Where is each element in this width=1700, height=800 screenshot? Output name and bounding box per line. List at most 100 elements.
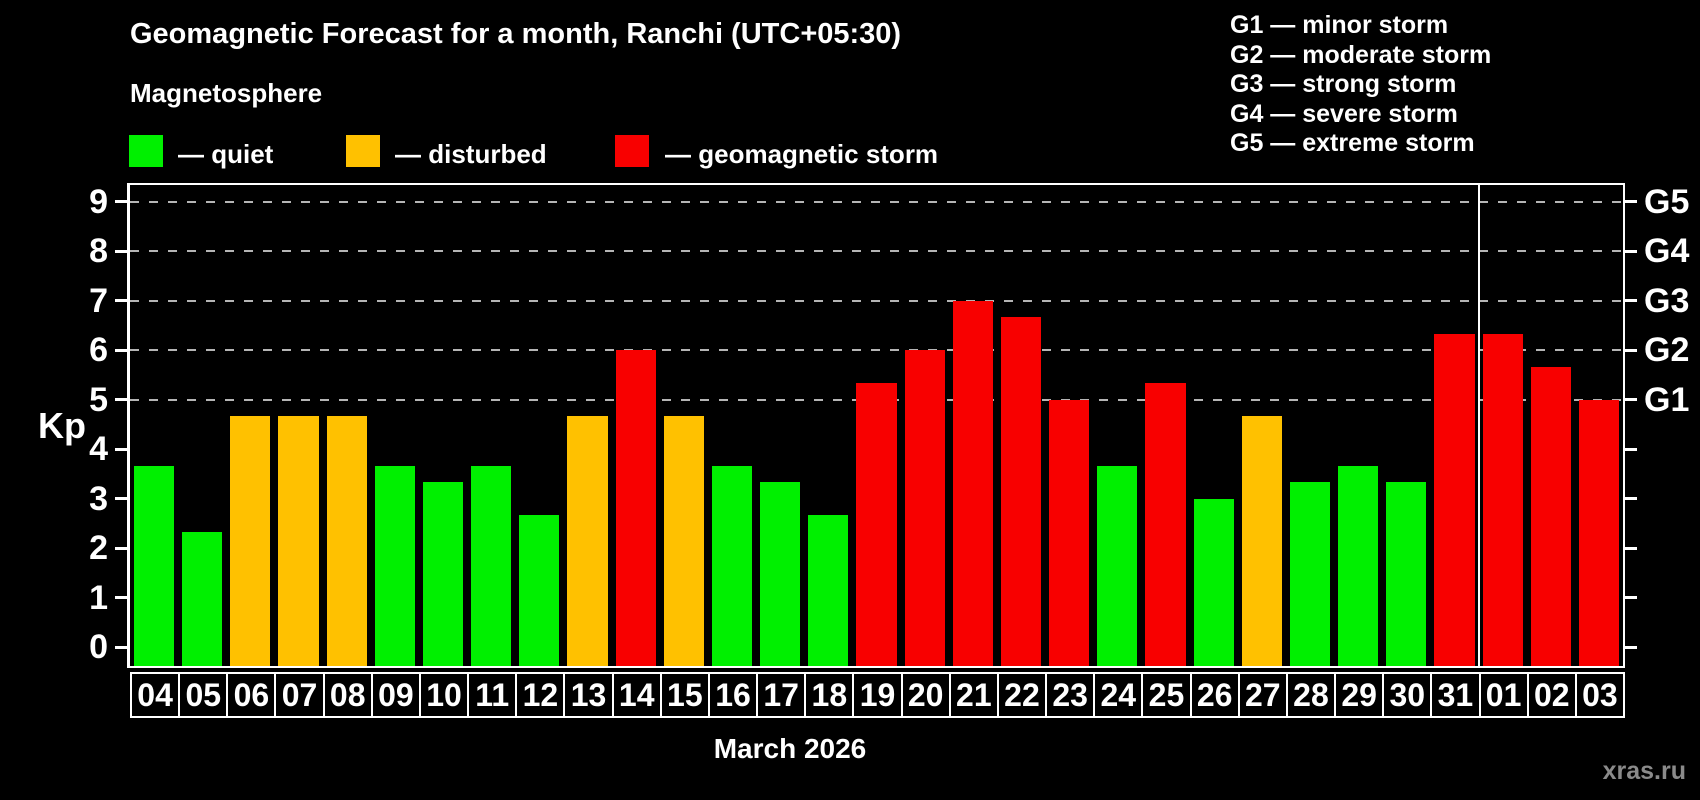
g-legend-line-1: G1 — minor storm — [1230, 11, 1449, 39]
right-tick-7 — [1625, 299, 1637, 303]
date-label-01: 01 — [1478, 672, 1529, 718]
date-label-27: 27 — [1237, 672, 1288, 718]
plot-border-top — [127, 183, 1625, 185]
chart-title: Geomagnetic Forecast for a month, Ranchi… — [130, 18, 902, 50]
bar-day-25 — [1145, 383, 1186, 666]
y-tick-label-1: 1 — [89, 578, 108, 617]
y-tick-label-3: 3 — [89, 479, 108, 518]
date-label-28: 28 — [1285, 672, 1337, 718]
legend-swatch-disturbed — [346, 135, 380, 167]
date-label-19: 19 — [852, 672, 903, 718]
bar-day-14 — [615, 350, 656, 666]
bar-day-07 — [278, 416, 319, 666]
y-tick-label-2: 2 — [89, 529, 108, 568]
date-label-21: 21 — [948, 672, 999, 718]
y-tick-5 — [115, 398, 127, 402]
date-label-10: 10 — [418, 672, 470, 718]
bar-day-30 — [1386, 482, 1427, 666]
date-label-18: 18 — [804, 672, 855, 718]
date-label-09: 09 — [370, 672, 421, 718]
bar-day-13 — [567, 416, 608, 666]
bar-day-27 — [1241, 416, 1282, 666]
bar-day-26 — [1193, 498, 1234, 666]
bar-day-29 — [1338, 465, 1379, 666]
date-label-05: 05 — [178, 672, 229, 718]
g-label-G1: G1 — [1644, 380, 1690, 419]
date-label-24: 24 — [1093, 672, 1144, 718]
bar-day-11 — [471, 465, 512, 666]
bar-day-10 — [422, 482, 464, 666]
right-tick-2 — [1625, 546, 1637, 550]
right-tick-8 — [1625, 249, 1637, 253]
bar-day-19 — [856, 383, 897, 666]
bar-day-28 — [1289, 482, 1331, 666]
date-label-16: 16 — [707, 672, 759, 718]
y-axis-line — [127, 183, 130, 668]
right-tick-0 — [1625, 645, 1637, 649]
right-tick-1 — [1625, 596, 1637, 600]
y-tick-2 — [115, 546, 127, 550]
bar-day-09 — [374, 465, 415, 666]
date-label-29: 29 — [1334, 672, 1385, 718]
date-label-22: 22 — [996, 672, 1048, 718]
y-tick-label-7: 7 — [89, 281, 108, 320]
gridline-kp-7 — [130, 299, 1623, 302]
date-label-02: 02 — [1526, 672, 1577, 718]
date-label-13: 13 — [563, 672, 614, 718]
bar-day-18 — [808, 515, 849, 666]
date-label-31: 31 — [1430, 672, 1481, 718]
date-label-26: 26 — [1189, 672, 1240, 718]
bar-day-15 — [663, 416, 704, 666]
gridline-kp-8 — [130, 250, 1623, 253]
y-tick-3 — [115, 497, 127, 501]
g-scale-legend: G1 — minor storm G2 — moderate storm G3 — … — [1230, 11, 1491, 159]
date-label-30: 30 — [1382, 672, 1433, 718]
y-tick-4 — [115, 447, 127, 451]
date-label-20: 20 — [900, 672, 951, 718]
g-legend-line-4: G4 — severe storm — [1230, 99, 1458, 128]
right-tick-9 — [1625, 200, 1637, 204]
date-label-23: 23 — [1045, 672, 1096, 718]
right-tick-6 — [1625, 348, 1637, 352]
y-tick-7 — [115, 299, 127, 303]
bar-day-03 — [1578, 399, 1619, 666]
y-tick-label-0: 0 — [89, 628, 108, 667]
y-tick-label-8: 8 — [89, 232, 108, 271]
date-label-25: 25 — [1141, 672, 1192, 718]
y-axis-title: Kp — [38, 405, 86, 446]
watermark: xras.ru — [1602, 757, 1686, 785]
date-label-11: 11 — [467, 672, 518, 718]
gridline-kp-6 — [130, 349, 1623, 352]
bar-day-17 — [760, 482, 801, 666]
y-tick-6 — [115, 348, 127, 352]
g-legend-line-5: G5 — extreme storm — [1230, 129, 1475, 157]
y-tick-0 — [115, 645, 127, 649]
x-axis-title: March 2026 — [713, 733, 867, 764]
bar-day-22 — [1000, 317, 1042, 666]
right-tick-3 — [1625, 497, 1637, 501]
y-tick-8 — [115, 249, 127, 253]
date-label-12: 12 — [515, 672, 566, 718]
bar-day-23 — [1049, 399, 1090, 666]
y-tick-label-9: 9 — [89, 182, 108, 221]
y-tick-1 — [115, 596, 127, 600]
y-tick-label-6: 6 — [89, 331, 108, 370]
date-label-15: 15 — [659, 672, 710, 718]
date-label-14: 14 — [611, 672, 662, 718]
legend-label-disturbed: — disturbed — [395, 139, 547, 169]
bar-day-05 — [182, 531, 223, 666]
g-label-G5: G5 — [1644, 182, 1690, 221]
date-label-03: 03 — [1574, 672, 1625, 718]
date-label-04: 04 — [130, 672, 181, 718]
bar-day-12 — [519, 515, 560, 666]
month-separator-line — [1477, 183, 1480, 666]
bar-day-01 — [1482, 333, 1523, 666]
y-tick-9 — [115, 200, 127, 204]
bar-day-02 — [1530, 366, 1571, 666]
bar-day-06 — [230, 416, 271, 666]
g-label-G3: G3 — [1644, 281, 1690, 320]
g-legend-line-2: G2 — moderate storm — [1230, 40, 1492, 69]
gridline-kp-9 — [130, 200, 1623, 203]
g-legend-line-3: G3 — strong storm — [1230, 70, 1457, 98]
